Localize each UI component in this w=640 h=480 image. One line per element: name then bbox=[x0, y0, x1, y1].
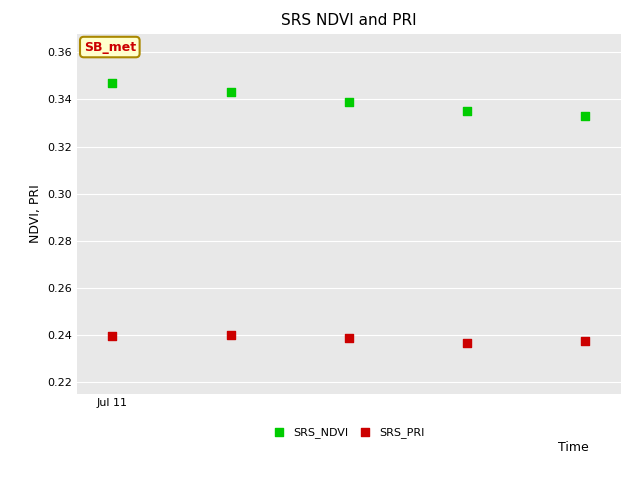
SRS_PRI bbox=[107, 332, 117, 340]
SRS_PRI bbox=[344, 335, 354, 342]
Legend: SRS_NDVI, SRS_PRI: SRS_NDVI, SRS_PRI bbox=[269, 422, 429, 442]
SRS_NDVI bbox=[580, 112, 591, 120]
Text: Time: Time bbox=[558, 441, 589, 454]
Y-axis label: NDVI, PRI: NDVI, PRI bbox=[29, 184, 42, 243]
SRS_NDVI bbox=[225, 89, 236, 96]
SRS_NDVI bbox=[107, 79, 117, 87]
SRS_PRI bbox=[462, 339, 472, 347]
Title: SRS NDVI and PRI: SRS NDVI and PRI bbox=[281, 13, 417, 28]
SRS_NDVI bbox=[344, 98, 354, 106]
SRS_NDVI bbox=[462, 108, 472, 115]
SRS_PRI bbox=[225, 331, 236, 339]
Text: SB_met: SB_met bbox=[84, 40, 136, 54]
SRS_PRI bbox=[580, 337, 591, 345]
